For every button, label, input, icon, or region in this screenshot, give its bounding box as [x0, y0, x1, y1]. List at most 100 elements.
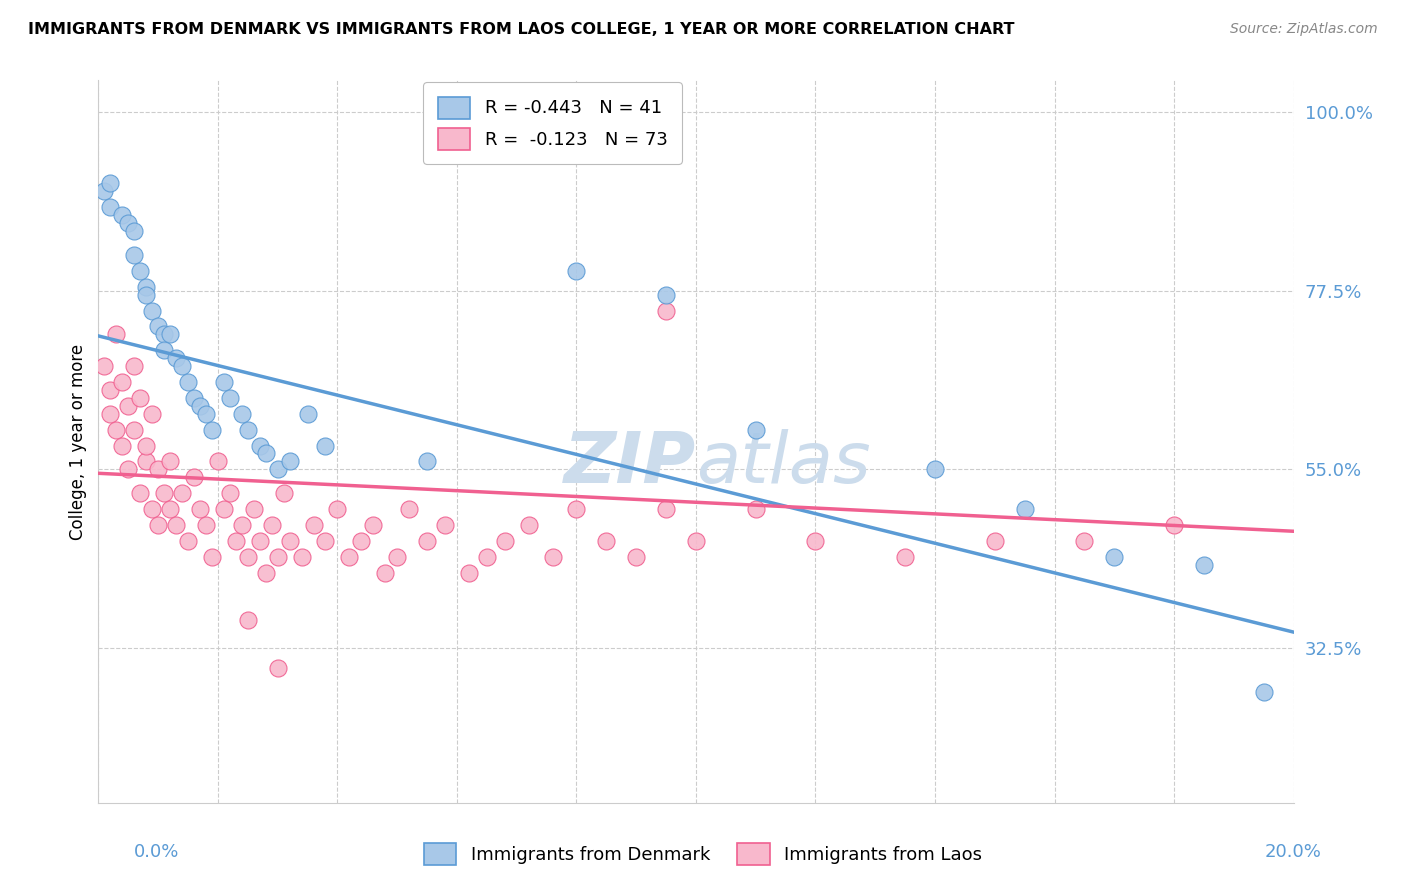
- Point: [236, 423, 259, 437]
- Point: [141, 303, 163, 318]
- Point: [172, 486, 194, 500]
- Point: [195, 517, 218, 532]
- Point: [135, 454, 157, 468]
- Point: [494, 533, 516, 548]
- Point: [148, 462, 170, 476]
- Point: [1253, 684, 1275, 698]
- Point: [124, 423, 146, 437]
- Point: [135, 279, 157, 293]
- Point: [595, 533, 617, 548]
- Point: [93, 185, 115, 199]
- Point: [924, 462, 946, 476]
- Point: [124, 248, 146, 262]
- Point: [416, 533, 439, 548]
- Point: [626, 549, 648, 564]
- Point: [398, 502, 420, 516]
- Point: [98, 383, 122, 397]
- Point: [135, 438, 157, 452]
- Point: [93, 359, 115, 373]
- Point: [111, 375, 134, 389]
- Point: [385, 549, 409, 564]
- Point: [188, 502, 211, 516]
- Point: [195, 407, 218, 421]
- Point: [655, 303, 678, 318]
- Point: [105, 423, 128, 437]
- Point: [98, 200, 122, 214]
- Point: [188, 399, 211, 413]
- Point: [267, 661, 290, 675]
- Point: [339, 549, 361, 564]
- Point: [183, 391, 205, 405]
- Point: [315, 438, 337, 452]
- Point: [219, 486, 242, 500]
- Point: [177, 533, 200, 548]
- Point: [434, 517, 457, 532]
- Text: 0.0%: 0.0%: [134, 843, 179, 861]
- Point: [129, 264, 152, 278]
- Point: [111, 438, 134, 452]
- Legend: R = -0.443   N = 41, R =  -0.123   N = 73: R = -0.443 N = 41, R = -0.123 N = 73: [423, 82, 682, 164]
- Text: Source: ZipAtlas.com: Source: ZipAtlas.com: [1230, 22, 1378, 37]
- Point: [129, 486, 152, 500]
- Legend: Immigrants from Denmark, Immigrants from Laos: Immigrants from Denmark, Immigrants from…: [415, 834, 991, 874]
- Point: [1192, 558, 1215, 572]
- Point: [231, 407, 253, 421]
- Point: [302, 517, 325, 532]
- Point: [243, 502, 266, 516]
- Point: [141, 502, 163, 516]
- Point: [207, 454, 229, 468]
- Point: [212, 375, 235, 389]
- Text: ZIP: ZIP: [564, 429, 696, 498]
- Point: [105, 327, 128, 342]
- Point: [260, 517, 283, 532]
- Point: [1014, 502, 1036, 516]
- Point: [278, 533, 301, 548]
- Point: [315, 533, 337, 548]
- Point: [685, 533, 707, 548]
- Point: [745, 423, 768, 437]
- Point: [159, 502, 181, 516]
- Point: [98, 177, 122, 191]
- Point: [219, 391, 242, 405]
- Point: [363, 517, 385, 532]
- Point: [124, 224, 146, 238]
- Point: [517, 517, 540, 532]
- Point: [475, 549, 498, 564]
- Point: [212, 502, 235, 516]
- Point: [159, 454, 181, 468]
- Point: [655, 502, 678, 516]
- Point: [225, 533, 247, 548]
- Point: [1163, 517, 1185, 532]
- Point: [129, 391, 152, 405]
- Point: [458, 566, 481, 580]
- Point: [267, 549, 290, 564]
- Text: 20.0%: 20.0%: [1265, 843, 1322, 861]
- Point: [745, 502, 768, 516]
- Point: [565, 264, 588, 278]
- Point: [135, 287, 157, 301]
- Point: [894, 549, 917, 564]
- Point: [254, 566, 277, 580]
- Point: [249, 438, 271, 452]
- Point: [117, 399, 139, 413]
- Point: [267, 462, 290, 476]
- Point: [236, 613, 259, 627]
- Point: [165, 517, 187, 532]
- Point: [124, 359, 146, 373]
- Point: [984, 533, 1007, 548]
- Point: [541, 549, 564, 564]
- Point: [98, 407, 122, 421]
- Point: [159, 327, 181, 342]
- Point: [326, 502, 349, 516]
- Point: [153, 327, 176, 342]
- Point: [278, 454, 301, 468]
- Point: [297, 407, 319, 421]
- Point: [153, 343, 176, 358]
- Text: atlas: atlas: [696, 429, 870, 498]
- Point: [148, 517, 170, 532]
- Point: [1104, 549, 1126, 564]
- Point: [374, 566, 396, 580]
- Point: [565, 502, 588, 516]
- Point: [231, 517, 253, 532]
- Point: [249, 533, 271, 548]
